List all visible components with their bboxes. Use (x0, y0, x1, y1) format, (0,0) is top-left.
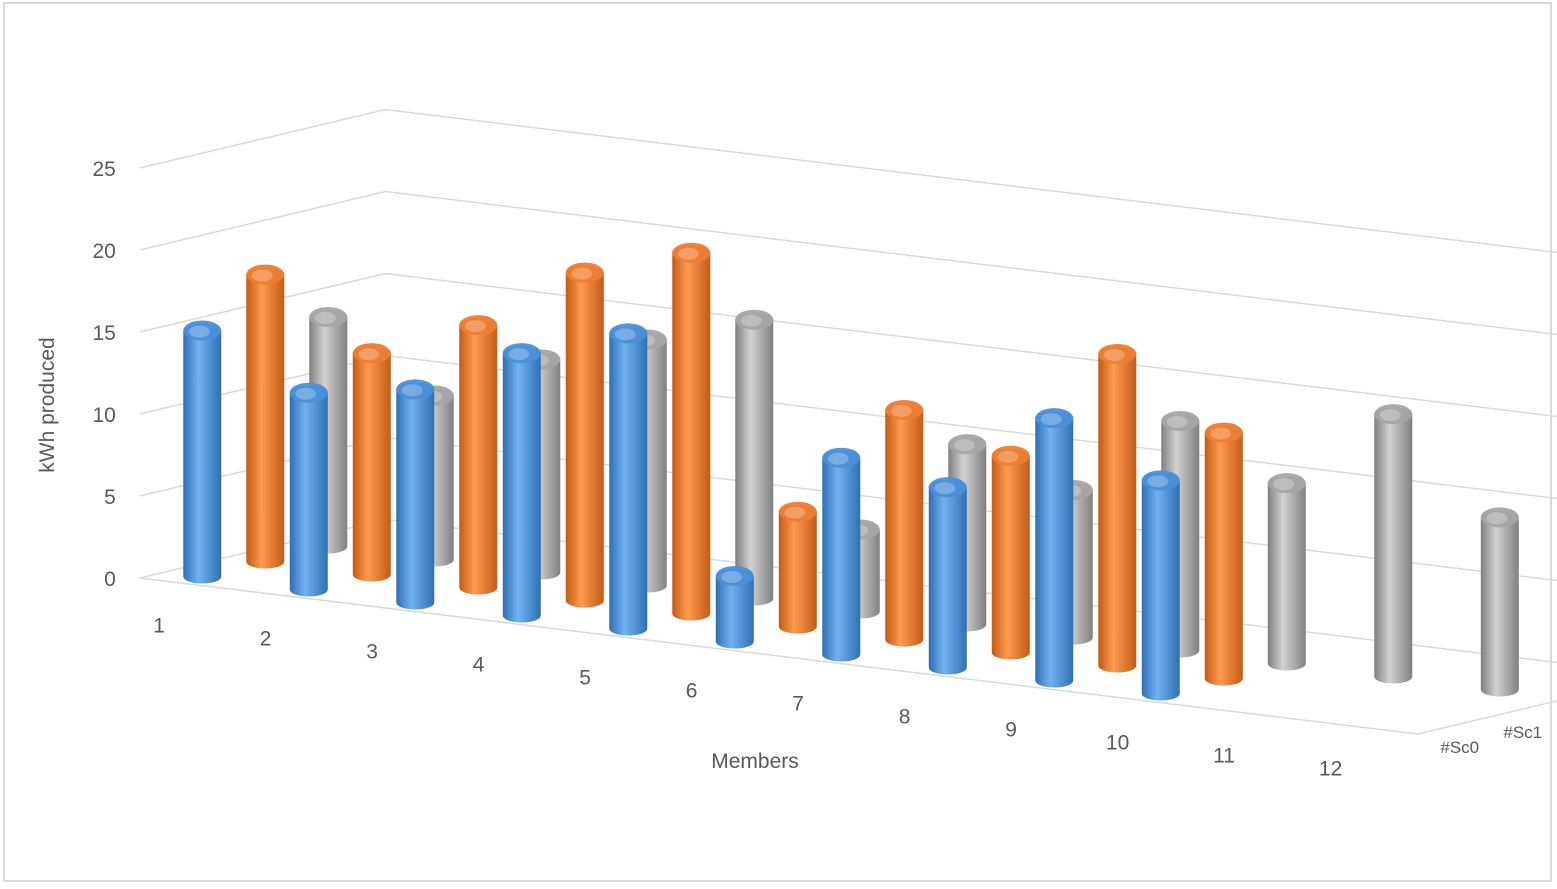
series-label-sc1: #Sc1 (1503, 723, 1542, 742)
y-tick-label: 10 (92, 404, 115, 427)
x-tick-label: 8 (899, 706, 911, 729)
bar-sc2-member-12 (1480, 507, 1519, 697)
x-tick-label: 9 (1005, 719, 1017, 742)
bar-sc0-member-7 (822, 447, 861, 662)
x-tick-label: 7 (792, 693, 804, 716)
y-axis-title: kWh produced (36, 337, 59, 472)
bar-sc0-member-6 (715, 565, 754, 649)
bar-sc0-member-8 (928, 477, 967, 675)
gridline-4 (139, 190, 1557, 336)
gridline-5 (139, 108, 1557, 254)
bar-sc0-member-3 (396, 379, 435, 610)
y-axis-ticks: 0 5 10 15 20 25 (92, 158, 115, 591)
y-tick-label: 0 (104, 568, 116, 591)
bar-sc1-member-4 (565, 262, 604, 608)
y-tick-label: 20 (92, 240, 115, 263)
bar-sc1-member-10 (1204, 422, 1243, 686)
bar-sc0-member-10 (1141, 470, 1180, 701)
y-tick-label: 15 (92, 322, 115, 345)
x-tick-label: 11 (1213, 745, 1235, 768)
gridline-3 (139, 272, 1557, 418)
bar-sc1-member-7 (885, 399, 924, 647)
series-label-sc0: #Sc0 (1440, 738, 1479, 757)
x-tick-label: 6 (686, 680, 698, 703)
bar-sc1-member-8 (991, 445, 1030, 660)
x-tick-label: 2 (260, 628, 272, 651)
bar-sc0-member-1 (183, 320, 222, 584)
bar-sc1-member-1 (246, 264, 285, 569)
y-tick-label: 25 (92, 158, 115, 181)
bar-sc0-member-5 (609, 323, 648, 636)
x-tick-label: 3 (366, 641, 378, 664)
x-tick-label: 12 (1319, 758, 1342, 781)
y-tick-label: 5 (104, 486, 116, 509)
bar-sc2-member-10 (1267, 473, 1306, 671)
bars (183, 242, 1519, 701)
x-tick-label: 4 (473, 654, 485, 677)
x-tick-label: 5 (579, 667, 591, 690)
bar-sc0-member-9 (1035, 408, 1074, 688)
bar-sc1-member-3 (459, 315, 498, 595)
bar-sc1-member-6 (778, 501, 817, 634)
bar-sc2-member-11 (1374, 404, 1413, 684)
bar-sc0-member-4 (502, 343, 541, 623)
bar-sc1-member-9 (1098, 343, 1137, 673)
bar-sc0-member-2 (289, 382, 328, 597)
bar-sc1-member-2 (352, 343, 391, 582)
x-tick-label: 1 (153, 615, 165, 638)
bar-sc2-member-5 (735, 309, 774, 606)
bar-sc1-member-5 (672, 242, 711, 621)
series-axis-labels: #Sc0#Sc1#Sc2 (1440, 723, 1542, 757)
x-tick-label: 10 (1106, 732, 1129, 755)
floor-edge (139, 577, 1557, 735)
x-axis-title: Members (711, 750, 799, 773)
